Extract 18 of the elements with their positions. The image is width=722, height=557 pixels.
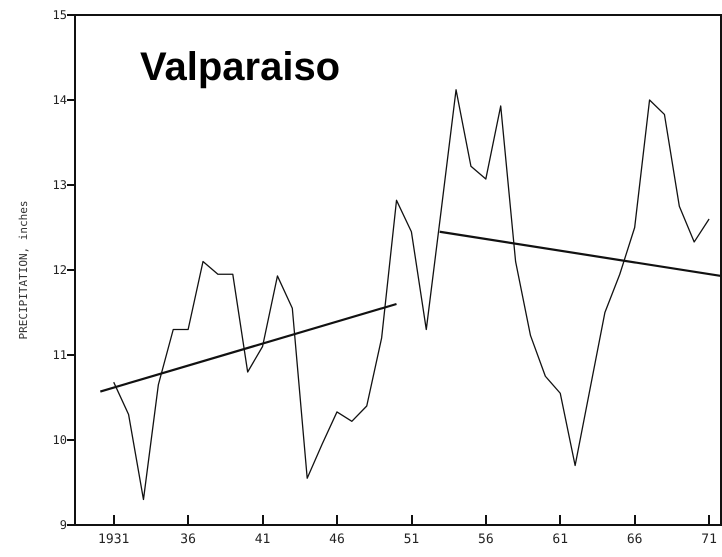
- x-tick-label: 46: [329, 532, 345, 547]
- x-tick-label: 56: [478, 532, 494, 547]
- x-tick-label: 61: [552, 532, 568, 547]
- y-tick-label: 9: [60, 518, 67, 532]
- x-tick-label: 1931: [98, 532, 130, 547]
- y-tick-label: 11: [52, 348, 67, 362]
- x-tick-label: 71: [701, 532, 717, 547]
- x-tick-label: 41: [254, 532, 270, 547]
- x-tick-label: 66: [626, 532, 642, 547]
- x-tick-label: 51: [404, 532, 420, 547]
- text: Valparaiso: [140, 45, 340, 89]
- y-axis-title: PRECIPITATION, inches: [17, 200, 30, 340]
- y-tick-label: 13: [52, 178, 67, 192]
- y-tick-label: 14: [52, 93, 67, 107]
- y-tick-label: 12: [52, 263, 67, 277]
- y-tick-label: 15: [52, 8, 67, 22]
- y-tick-label: 10: [52, 433, 67, 447]
- x-tick-label: 36: [180, 532, 196, 547]
